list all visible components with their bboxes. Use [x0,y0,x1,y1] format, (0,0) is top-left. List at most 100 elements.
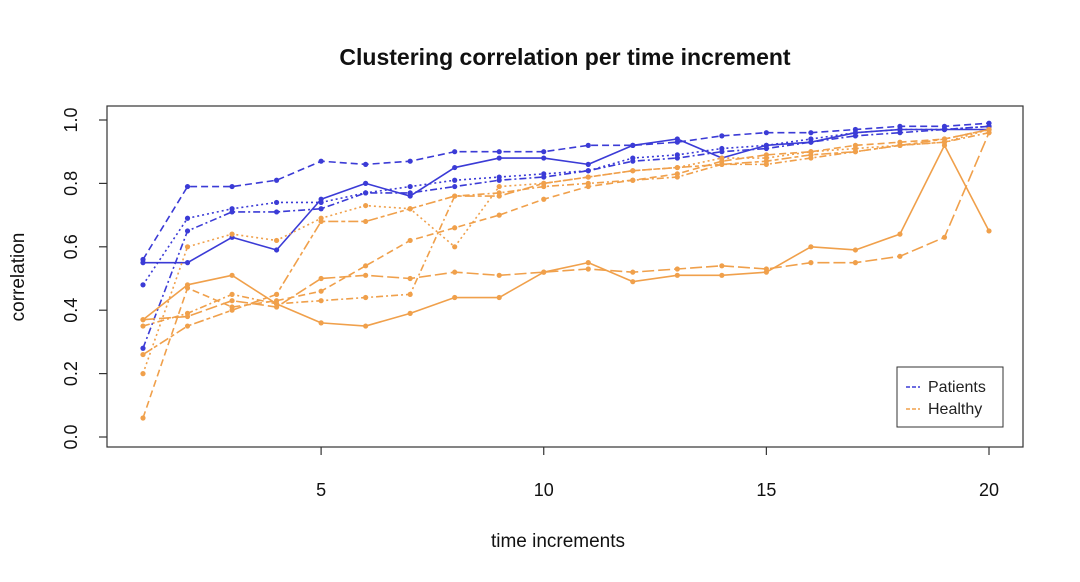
series-layer [140,120,992,421]
data-point [897,231,903,237]
data-point [452,244,458,250]
y-tick-label: 1.0 [61,107,81,132]
data-point [229,307,235,313]
data-point [273,237,280,244]
data-point [674,155,680,161]
data-point [452,294,458,301]
series-healthy-5 [140,142,992,329]
data-point [407,275,413,282]
x-tick-label: 20 [979,480,999,500]
data-point [630,269,636,275]
data-point [273,209,280,215]
data-point [585,174,591,180]
series-line [142,144,990,327]
data-point [763,266,769,272]
y-tick-label: 0.0 [61,424,81,449]
data-point [273,177,280,183]
data-point [941,234,948,240]
series-healthy-6 [140,126,992,421]
data-point [674,164,680,171]
data-point [318,158,324,164]
data-point [585,260,591,266]
data-point [541,269,547,275]
data-point [897,130,903,136]
data-point [763,130,769,136]
data-point [630,177,636,183]
data-point [184,323,191,329]
data-point [808,130,814,136]
data-point [808,152,814,158]
y-tick-label: 0.8 [61,171,81,196]
data-point [541,196,547,202]
data-point [229,183,235,190]
data-point [407,190,413,196]
y-tick-label: 0.2 [61,361,81,386]
series-healthy-10 [140,126,992,358]
y-axis-label: correlation [8,233,29,322]
legend: Patients Healthy [896,366,1004,428]
data-point [496,149,502,155]
data-point [496,155,502,161]
legend-label: Healthy [928,401,982,418]
data-point [363,161,369,167]
data-point [363,180,369,186]
series-line [142,128,990,374]
data-point [496,193,502,199]
data-point [674,272,680,278]
data-point [852,149,859,155]
data-point [318,199,324,206]
data-point [229,209,235,215]
data-point [496,183,502,190]
data-point [808,260,814,266]
data-point [318,275,324,282]
series-patients-2 [140,120,992,263]
data-point [630,142,636,148]
data-point [630,168,636,174]
data-point [318,288,324,294]
data-point [452,149,458,155]
data-point [897,142,903,148]
data-point [719,272,725,278]
data-point [184,183,191,190]
data-point [184,228,191,234]
data-point [585,266,591,272]
data-point [452,225,458,231]
data-point [184,244,191,250]
series-patients-4 [140,123,992,351]
data-point [184,260,191,266]
data-point [184,215,191,221]
plot-frame [106,105,1024,448]
data-point [140,371,146,377]
data-point [318,320,324,326]
data-point [674,174,680,180]
data-point [808,139,814,145]
data-point [852,260,859,266]
data-point [407,158,413,164]
data-point [897,253,903,259]
data-point [140,345,146,351]
data-point [852,247,859,253]
data-point [941,136,948,142]
data-point [585,161,591,167]
data-point [140,282,146,288]
series-line [142,132,990,321]
data-point [407,291,413,297]
data-point [719,263,725,269]
x-axis-label: time increments [491,531,625,552]
series-line [143,128,989,264]
data-point [496,177,502,183]
x-tick-label: 15 [756,480,776,500]
data-point [585,142,591,148]
legend-label: Patients [928,379,986,396]
y-tick-label: 0.6 [61,234,81,259]
data-point [674,139,680,145]
data-point [452,177,458,183]
y-tick-label: 0.4 [61,298,81,323]
data-point [763,158,769,164]
data-point [541,155,547,161]
data-point [496,272,502,278]
series-healthy-9 [140,130,992,323]
series-line [142,125,990,349]
data-point [363,263,369,269]
